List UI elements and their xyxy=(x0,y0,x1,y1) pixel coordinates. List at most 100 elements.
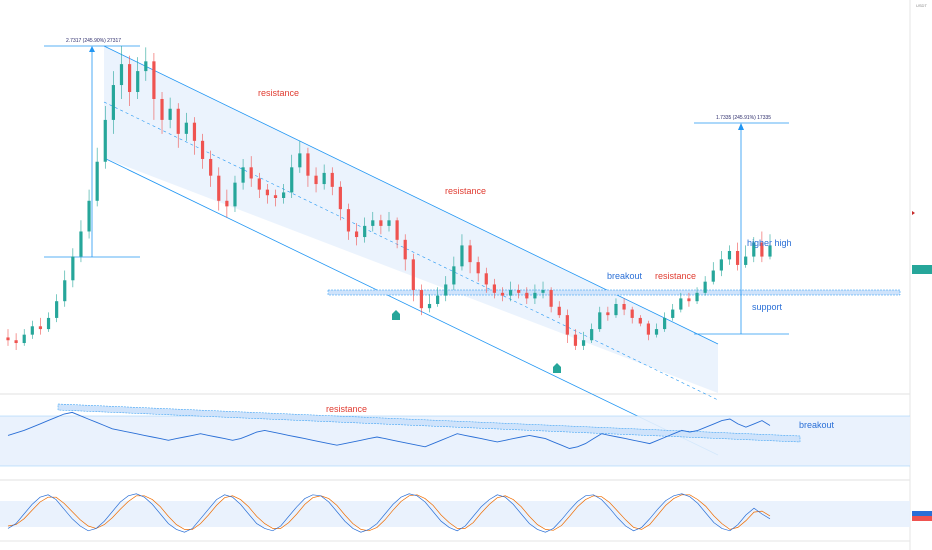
candle-body xyxy=(322,172,326,185)
candle-body xyxy=(452,266,456,285)
candle-body xyxy=(654,329,659,335)
candle-body xyxy=(282,192,286,198)
candle-body xyxy=(87,200,91,232)
candle-body xyxy=(411,259,415,291)
candle-body xyxy=(460,245,464,267)
candle-body xyxy=(744,256,748,265)
rsi-line xyxy=(7,411,771,449)
measure-1-arrowhead xyxy=(89,46,95,52)
candle-body xyxy=(152,61,156,99)
candle-body xyxy=(346,209,351,232)
candle-body xyxy=(217,175,221,201)
candle-body xyxy=(768,245,772,257)
candle-body xyxy=(200,140,205,159)
rsi-resistance-label: resistance xyxy=(326,404,367,414)
candle-body xyxy=(581,340,586,346)
candle-body xyxy=(492,284,496,293)
candle-body xyxy=(338,186,342,210)
candle-body xyxy=(752,242,756,257)
candle-body xyxy=(679,298,683,310)
candle-body xyxy=(184,122,188,134)
candle-body xyxy=(233,182,237,207)
rsi-breakout-label: breakout xyxy=(799,420,835,430)
candle-body xyxy=(760,242,764,257)
candle-body xyxy=(63,280,67,302)
channel-lower-line xyxy=(103,157,719,456)
candle-body xyxy=(38,326,43,330)
candle-body xyxy=(387,220,391,226)
candle-body xyxy=(395,220,399,240)
candle-body xyxy=(541,290,545,293)
candle-body xyxy=(663,317,667,330)
candle-body xyxy=(298,153,302,168)
candle-body xyxy=(111,85,115,120)
candle-body xyxy=(136,71,140,93)
signal-marker-1 xyxy=(392,310,400,320)
candle-body xyxy=(379,220,383,226)
candle-body xyxy=(30,326,34,335)
stoch-d-line xyxy=(7,494,771,532)
breakout-label: breakout xyxy=(607,271,643,281)
candle-body xyxy=(95,161,99,201)
candle-body xyxy=(525,292,529,299)
candle-body xyxy=(565,315,569,335)
candle-body xyxy=(557,306,561,316)
candle-body xyxy=(144,61,148,72)
candle-body xyxy=(622,303,626,310)
candle-body xyxy=(427,303,432,309)
measure-2-arrowhead xyxy=(738,123,744,130)
resistance-label-2: resistance xyxy=(445,186,486,196)
candle-body xyxy=(606,312,610,316)
candle-body xyxy=(330,172,334,187)
resistance-label-1: resistance xyxy=(258,88,299,98)
alert-marker xyxy=(912,211,915,215)
support-zone xyxy=(327,289,901,296)
candle-body xyxy=(646,323,651,335)
candle-body xyxy=(241,167,245,183)
candle-body xyxy=(6,337,10,341)
current-price-badge xyxy=(912,265,932,274)
higher-high-label: higher high xyxy=(747,238,792,248)
candle-body xyxy=(711,270,715,282)
candles-group xyxy=(6,46,772,350)
candle-body xyxy=(403,239,407,260)
stoch-band xyxy=(0,501,910,527)
resistance-label-3: resistance xyxy=(655,271,696,281)
candle-body xyxy=(192,122,197,141)
candle-body xyxy=(533,292,537,299)
measure-1-label: 2.7317 (245.90%) 27317 xyxy=(66,38,121,44)
candle-body xyxy=(257,178,261,190)
candle-body xyxy=(55,301,59,318)
candle-body xyxy=(71,256,75,281)
candle-body xyxy=(79,231,83,257)
candle-body xyxy=(265,189,270,196)
descending-channel-fill xyxy=(104,46,718,393)
candle-body xyxy=(484,273,488,285)
rsi-trendline-band xyxy=(57,403,801,443)
candle-body xyxy=(209,158,213,176)
candle-body xyxy=(225,200,229,207)
candle-body xyxy=(476,262,480,274)
stoch-value-badge-1 xyxy=(912,511,932,516)
candle-body xyxy=(695,292,699,302)
candle-body xyxy=(419,290,424,309)
candle-body xyxy=(735,250,740,265)
candle-body xyxy=(436,295,440,304)
candle-body xyxy=(371,220,375,226)
candle-body xyxy=(306,153,310,176)
candle-body xyxy=(630,309,634,318)
candle-body xyxy=(614,303,618,316)
candle-body xyxy=(46,317,51,330)
signal-marker-2 xyxy=(553,363,561,373)
candle-body xyxy=(573,334,578,346)
candle-body xyxy=(103,119,107,162)
measure-2-label: 1.7335 (245.91%) 17335 xyxy=(716,115,771,121)
candle-body xyxy=(590,329,594,341)
candle-body xyxy=(500,292,505,296)
candle-body xyxy=(468,245,472,263)
candle-body xyxy=(508,290,513,296)
candle-body xyxy=(719,259,723,271)
candle-body xyxy=(687,298,691,302)
